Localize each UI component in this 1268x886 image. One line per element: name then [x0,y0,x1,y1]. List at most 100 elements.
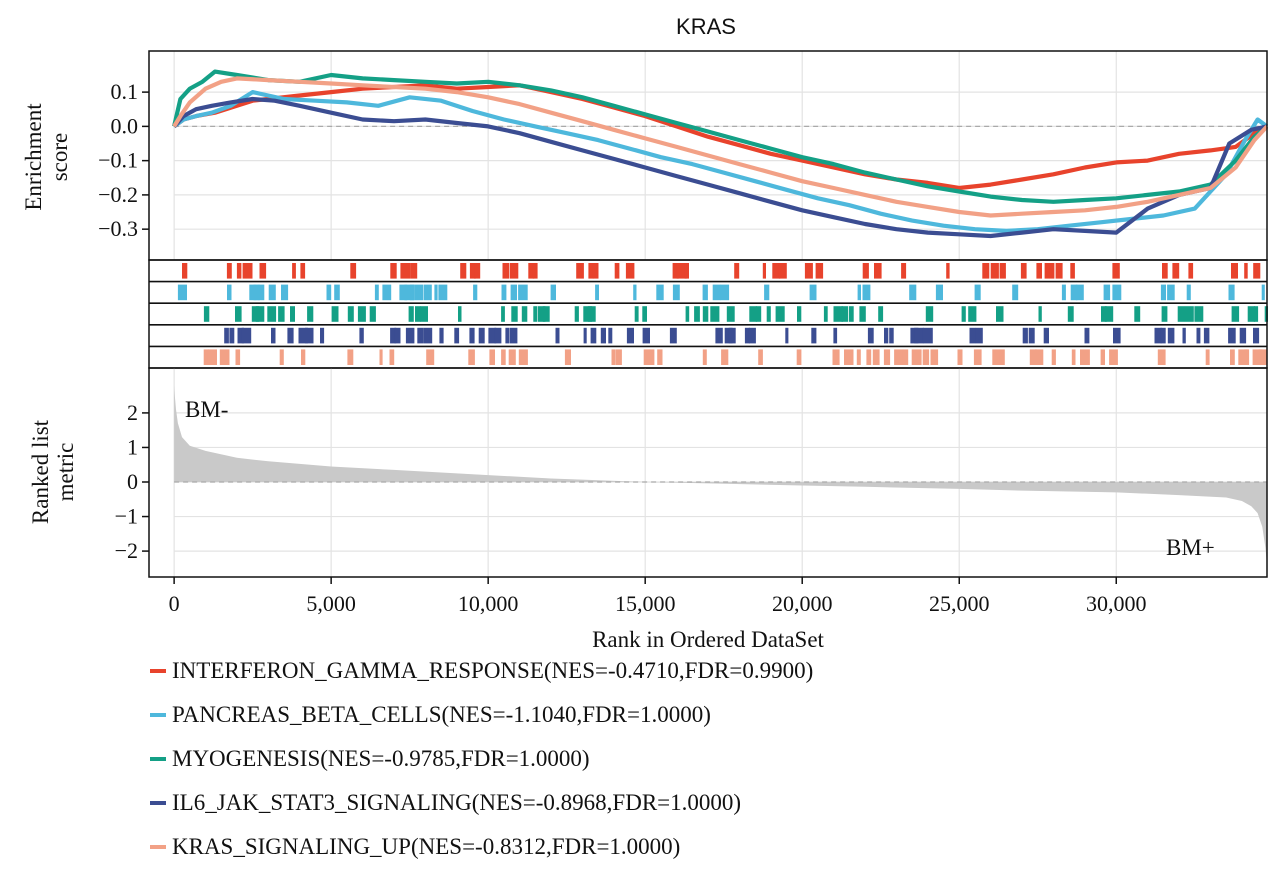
hit-mark-2-13 [415,306,421,322]
x-tick-label-0: 0 [169,591,180,616]
hit-mark-3-9 [359,327,364,344]
hit-mark-0-22 [625,263,635,279]
hit-mark-2-38 [833,306,843,322]
hit-mark-2-23 [583,306,593,322]
hit-mark-4-4 [279,349,284,365]
hit-mark-4-24 [796,349,802,365]
hit-mark-4-1 [207,349,217,365]
hit-mark-3-40 [884,327,889,344]
hit-mark-2-30 [710,306,720,322]
hit-mark-0-18 [576,263,584,279]
es-tick-label-0: 0.1 [111,79,139,104]
hit-row-4 [203,349,1267,365]
hit-mark-0-34 [901,263,907,279]
hit-mark-2-41 [859,306,866,322]
hit-mark-2-35 [775,306,785,322]
legend-label-1: PANCREAS_BETA_CELLS(NES=-1.1040,FDR=1.00… [172,702,711,727]
hit-mark-2-45 [968,306,977,322]
hit-mark-3-36 [785,327,789,344]
hit-mark-2-25 [634,306,639,322]
hit-mark-4-39 [999,349,1005,365]
hit-mark-1-1 [227,284,232,301]
hit-mark-0-39 [1020,263,1027,279]
metric-tick-label-4: −2 [115,538,138,563]
ranked-metric-area [174,385,1268,565]
hit-mark-0-43 [1070,263,1075,279]
hit-mark-2-10 [357,306,366,322]
hit-mark-0-8 [390,263,397,279]
hit-mark-0-13 [474,263,481,279]
hit-mark-1-18 [473,284,478,301]
hit-mark-1-41 [1103,284,1111,301]
hit-mark-3-59 [1239,327,1247,344]
hit-mark-0-14 [502,263,509,279]
metric-tick-label-3: −1 [115,504,138,529]
es-tick-label-4: −0.3 [98,216,138,241]
hit-mark-4-16 [611,349,616,365]
hit-mark-4-47 [1157,349,1166,365]
hit-mark-2-1 [235,306,242,322]
legend-item-1: PANCREAS_BETA_CELLS(NES=-1.1040,FDR=1.00… [150,702,711,727]
es-tick-label-1: 0.0 [111,113,139,138]
es-tick-label-2: −0.1 [98,148,138,173]
hit-mark-3-58 [1228,327,1236,344]
legend-item-0: INTERFERON_GAMMA_RESPONSE(NES=-0.4710,FD… [150,658,813,683]
hit-mark-3-53 [1160,327,1166,344]
hit-row-0 [182,263,1261,279]
hit-mark-4-38 [992,349,1000,365]
hit-mark-1-15 [423,284,432,301]
metric-tick-label-2: 0 [127,469,138,494]
hit-mark-0-19 [588,263,594,279]
hit-mark-2-17 [511,306,518,322]
hit-mark-0-42 [1055,263,1063,279]
hit-mark-3-60 [1253,327,1260,344]
hit-mark-1-35 [935,284,943,301]
hit-mark-3-1 [229,327,235,344]
hit-mark-2-2 [251,306,260,322]
hit-mark-4-9 [426,349,435,365]
hit-mark-3-11 [394,327,401,344]
hit-mark-3-43 [914,327,924,344]
hit-row-1 [177,284,1265,301]
es-tick-label-3: −0.2 [98,182,138,207]
hit-mark-3-12 [405,327,415,344]
x-tick-label-5: 25,000 [929,591,990,616]
hit-mark-4-0 [203,349,209,365]
hit-mark-3-56 [1196,327,1201,344]
hit-mark-4-40 [1029,349,1037,365]
hit-mark-1-38 [1061,284,1066,301]
hit-mark-1-0 [177,284,187,301]
hit-mark-0-7 [350,263,357,279]
hit-mark-0-36 [982,263,990,279]
hit-mark-4-32 [902,349,909,365]
hit-mark-2-5 [278,306,285,322]
hit-mark-3-49 [1043,327,1049,344]
hit-mark-4-29 [872,349,880,365]
hit-mark-0-49 [1244,263,1248,279]
hit-mark-0-12 [469,263,476,279]
hit-mark-2-24 [587,306,596,322]
hit-mark-0-16 [528,263,535,279]
hit-mark-0-17 [532,263,538,279]
hit-mark-2-33 [755,306,762,322]
hit-mark-2-7 [307,306,314,322]
hit-mark-0-38 [999,263,1006,279]
hit-mark-1-11 [399,284,408,301]
hit-mark-4-51 [1244,349,1250,365]
hit-mark-3-6 [298,327,308,344]
hit-mark-3-52 [1154,327,1162,344]
hit-mark-0-15 [509,263,519,279]
hit-mark-2-53 [1177,306,1185,322]
hit-mark-4-26 [844,349,854,365]
hit-mark-4-2 [219,349,230,365]
es-ylabel-line1: Enrichment [21,103,46,211]
es-line-3 [172,96,1268,239]
hit-mark-3-24 [583,327,587,344]
hit-mark-0-6 [300,263,306,279]
hit-mark-3-20 [494,327,502,344]
hit-mark-2-21 [542,306,550,322]
x-tick-label-1: 5,000 [306,591,356,616]
x-tick-label-6: 30,000 [1086,591,1147,616]
hit-mark-4-8 [389,349,395,365]
hit-mark-3-55 [1182,327,1186,344]
